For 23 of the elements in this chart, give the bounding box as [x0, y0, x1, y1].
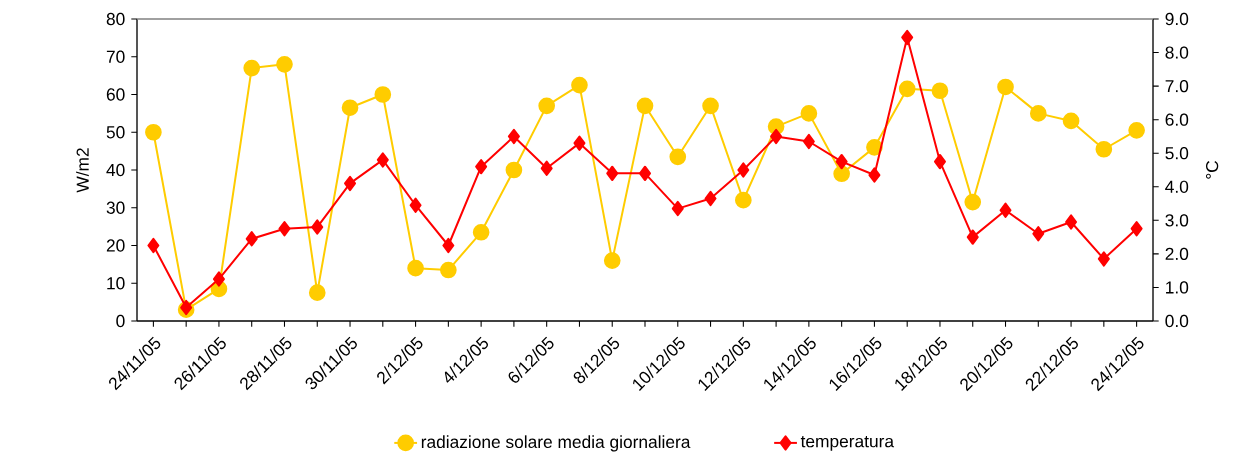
y2-axis-title: °C: [1205, 160, 1219, 179]
y-tick-label: 30: [106, 201, 125, 214]
y-tick-label: 50: [106, 126, 125, 139]
y-tick-label: 70: [106, 50, 125, 63]
y2-tick-label: 1.0: [1166, 281, 1189, 294]
y2-tick-label: 6.0: [1165, 113, 1189, 126]
y-tick-label: 40: [106, 163, 125, 177]
y-tick-label: 60: [106, 88, 125, 101]
y-tick-label: 0: [116, 314, 125, 328]
y2-tick-label: 2.0: [1165, 247, 1189, 261]
y2-tick-label: 5.0: [1165, 147, 1189, 160]
legend-label: temperatura: [800, 435, 895, 451]
y-axis-title: W/m2: [76, 148, 89, 193]
y2-tick-label: 4.0: [1165, 180, 1189, 193]
y-tick-label: 80: [106, 12, 125, 26]
y2-tick-label: 3.0: [1165, 214, 1189, 227]
y2-tick-label: 9.0: [1165, 12, 1189, 26]
y-tick-label: 10: [107, 277, 125, 290]
y2-tick-label: 8.0: [1165, 46, 1189, 59]
y2-tick-label: 7.0: [1165, 79, 1189, 93]
y-tick-label: 20: [106, 239, 125, 252]
y2-tick-label: 0.0: [1165, 314, 1189, 328]
legend-label: radiazione solare media giornaliera: [421, 435, 691, 452]
